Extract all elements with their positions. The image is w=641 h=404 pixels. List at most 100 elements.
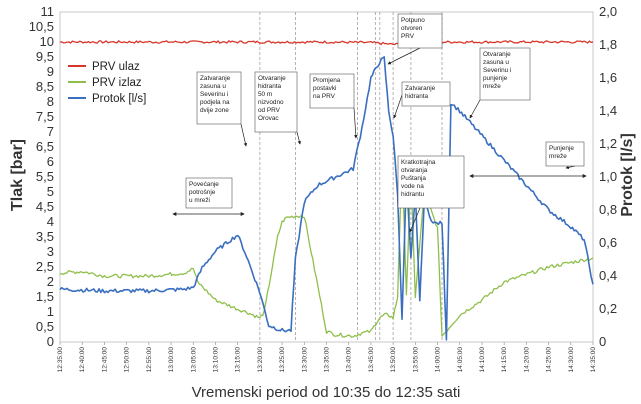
x-tick-label: 13:55:00 <box>412 347 419 373</box>
annotation-line: Severinu i <box>200 91 228 98</box>
x-tick-label: 13:35:00 <box>324 347 331 373</box>
annotation-line: otvaranja <box>401 167 428 174</box>
annotation-line: vode na <box>401 183 424 190</box>
annotation-leader <box>240 123 248 147</box>
y-left-tick-label: 9 <box>47 64 54 79</box>
annotation-line: Severinu i <box>483 67 511 74</box>
x-axis-title: Vremenski period od 10:35 do 12:35 sati <box>192 384 461 401</box>
annotation-line: hidranta <box>405 93 429 100</box>
legend-label-protok: Protok [l/s] <box>92 93 146 105</box>
y-left-tick-label: 3 <box>47 244 54 259</box>
event-markers <box>259 12 443 342</box>
annotation-line: Povećanje <box>189 181 219 188</box>
annotation-line: potrošnje <box>189 189 216 196</box>
y-left-tick-label: 5,5 <box>36 169 54 184</box>
y-right-tick-label: 0,2 <box>599 301 617 316</box>
y-left-tick-label: 0 <box>47 334 54 349</box>
annotation-line: Kratkotrajna <box>401 159 436 166</box>
y-left-tick-label: 10,5 <box>29 19 54 34</box>
x-tick-label: 14:35:00 <box>590 347 597 373</box>
y-left-tick-label: 2 <box>47 274 54 289</box>
x-tick-label: 13:05:00 <box>190 347 197 373</box>
x-tick-label: 12:35:00 <box>57 347 64 373</box>
annotation-leader <box>296 131 301 145</box>
series-line-prv-izlaz <box>59 156 594 338</box>
annotation-arrows <box>172 47 587 233</box>
y-right-tick-label: 1,4 <box>599 103 617 118</box>
annotation-line: u mreži <box>189 197 210 204</box>
x-tick-label: 14:10:00 <box>479 347 486 373</box>
annotation-line: Orovac <box>258 115 279 122</box>
annotation-leader <box>565 165 576 170</box>
x-tick-label: 14:20:00 <box>523 347 530 373</box>
y-left-tick-label: 8 <box>47 94 54 109</box>
y-left-tick-label: 2,5 <box>36 259 54 274</box>
y-left-tick-label: 7 <box>47 124 54 139</box>
annotation-line: Puštanja <box>401 175 426 182</box>
y-axis-title-left: Tlak [bar] <box>9 139 26 211</box>
x-tick-label: 13:40:00 <box>346 347 353 373</box>
x-tick-label: 13:10:00 <box>212 347 219 373</box>
annotation-line: nizvodno <box>258 99 284 106</box>
series-line-prv-ulaz <box>59 40 594 46</box>
y-left-tick-label: 4,5 <box>36 199 54 214</box>
x-tick-label: 13:15:00 <box>235 347 242 373</box>
x-tick-label: 14:25:00 <box>546 347 553 373</box>
x-tick-label: 12:40:00 <box>79 347 86 373</box>
annotation-leader <box>393 94 403 119</box>
y-axis-title-right: Protok [l/s] <box>619 133 636 217</box>
legend-label-prv-izlaz: PRV izlaz <box>92 77 142 89</box>
annotation-line: hidranta <box>258 83 282 90</box>
annotation-line: Otvaranje <box>258 75 286 82</box>
y-left-tick-label: 3,5 <box>36 229 54 244</box>
annotation-leader <box>409 207 421 233</box>
x-tick-label: 13:00:00 <box>168 347 175 373</box>
annotation-line: 50 m <box>258 91 272 98</box>
y-right-tick-label: 1,6 <box>599 70 617 85</box>
annotation-line: punjenje <box>483 75 508 82</box>
annotation-line: od PRV <box>258 107 281 114</box>
annotation-line: Otvaranje <box>483 51 511 58</box>
annotation-line: otvoren <box>401 25 423 32</box>
y-left-tick-label: 1 <box>47 304 54 319</box>
annotation-line: na PRV <box>313 93 336 100</box>
annotation-leader <box>469 99 481 119</box>
x-tick-label: 14:00:00 <box>435 347 442 373</box>
y-left-tick-label: 8,5 <box>36 79 54 94</box>
series-line-protok-l-s- <box>59 56 594 341</box>
annotation-leader <box>353 107 358 139</box>
x-tick-label: 14:15:00 <box>501 347 508 373</box>
x-axis-ticks: 12:35:00 12:40:00 12:45:00 12:50:00 12:55:00… <box>57 342 597 372</box>
y-right-tick-label: 0,4 <box>599 268 617 283</box>
y-right-tick-label: 0,6 <box>599 235 617 250</box>
annotation-line: hidrantu <box>401 191 425 198</box>
annotation-line: dvije zone <box>200 107 229 114</box>
y-right-tick-label: 1,2 <box>599 136 617 151</box>
y-left-tick-label: 6 <box>47 154 54 169</box>
x-tick-label: 13:45:00 <box>368 347 375 373</box>
y-left-tick-label: 11 <box>41 4 55 19</box>
y-right-tick-label: 0 <box>599 334 606 349</box>
x-tick-label: 13:25:00 <box>279 347 286 373</box>
annotation-leader <box>387 47 421 65</box>
y-left-tick-label: 10 <box>40 34 54 49</box>
y-left-tick-label: 7,5 <box>36 109 54 124</box>
y-right-tick-label: 1,8 <box>599 37 617 52</box>
annotation-line: postavki <box>313 85 336 92</box>
x-tick-label: 13:20:00 <box>257 347 264 373</box>
y-right-tick-label: 1,0 <box>599 169 617 184</box>
x-tick-label: 12:45:00 <box>101 347 108 373</box>
y-right-tick-label: 2,0 <box>599 4 617 19</box>
x-tick-label: 13:30:00 <box>301 347 308 373</box>
y-right-tick-label: 0,8 <box>599 202 617 217</box>
annotation-line: Punjenje <box>549 145 574 152</box>
legend: PRV ulaz PRV izlaz Protok [l/s] <box>64 56 176 114</box>
annotation-line: Zatvaranje <box>405 85 436 92</box>
annotation-line: mreže <box>483 83 501 90</box>
